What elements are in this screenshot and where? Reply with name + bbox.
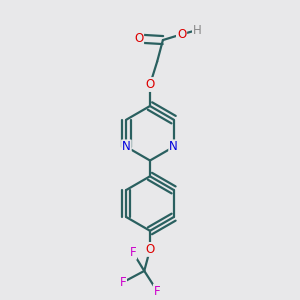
Text: F: F bbox=[154, 284, 160, 298]
Text: O: O bbox=[177, 28, 186, 41]
Text: H: H bbox=[193, 23, 202, 37]
Text: N: N bbox=[122, 140, 131, 153]
Text: O: O bbox=[134, 32, 143, 45]
Text: O: O bbox=[146, 243, 154, 256]
Text: F: F bbox=[130, 246, 136, 259]
Text: N: N bbox=[169, 140, 178, 153]
Text: O: O bbox=[146, 78, 154, 91]
Text: F: F bbox=[119, 276, 126, 289]
